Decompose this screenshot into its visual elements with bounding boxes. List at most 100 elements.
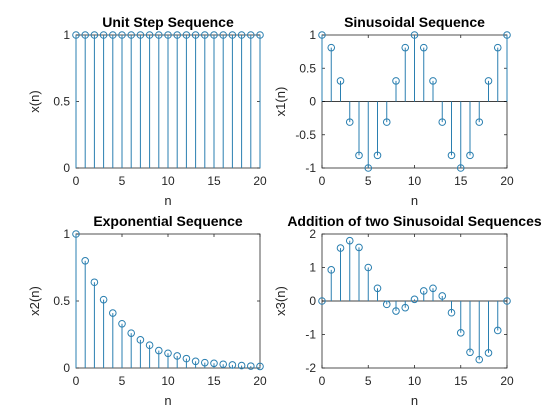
x-tick-label: 0: [73, 174, 80, 188]
stem-marker: [364, 263, 373, 272]
stem-marker: [191, 31, 200, 39]
stem-marker: [355, 151, 363, 160]
stem-marker: [336, 244, 345, 252]
x-axis-label: n: [164, 193, 171, 208]
stem-marker: [155, 346, 163, 355]
stem-marker: [173, 352, 181, 360]
stem-marker: [318, 31, 326, 39]
stem-marker: [164, 349, 172, 358]
x-axis-label: n: [164, 393, 171, 408]
x-tick-label: 20: [500, 374, 514, 388]
stem-marker: [503, 297, 511, 305]
x-tick-label: 0: [73, 374, 80, 388]
stem-marker: [210, 31, 218, 39]
y-tick-label: -0.5: [295, 128, 316, 142]
x-axis-label: n: [411, 193, 418, 208]
stem-marker: [219, 360, 227, 369]
stem-marker: [429, 77, 437, 85]
stem-marker: [392, 307, 400, 315]
y-tick-label: -1: [305, 161, 316, 175]
stem-marker: [173, 31, 181, 39]
x-tick-label: 10: [408, 174, 422, 188]
stem-marker: [327, 266, 336, 274]
x-tick-label: 10: [161, 174, 175, 188]
x-tick-label: 15: [207, 374, 221, 388]
stem-marker: [456, 329, 465, 337]
stem-marker: [109, 31, 117, 39]
y-tick-label: -1: [305, 328, 316, 342]
stem-marker: [164, 31, 172, 39]
x-tick-label: 15: [454, 374, 468, 388]
stem-marker: [484, 349, 493, 357]
stem-marker: [99, 295, 108, 304]
stem-marker: [210, 359, 218, 368]
stem-marker: [475, 355, 484, 364]
stem-marker: [327, 43, 336, 52]
y-tick-label: 1: [309, 261, 316, 275]
stem-marker: [419, 287, 428, 295]
stem-marker: [256, 362, 264, 371]
y-tick-label: 1: [309, 28, 316, 42]
stem-marker: [145, 341, 154, 350]
stem-marker: [456, 164, 465, 172]
stem-marker: [410, 31, 419, 39]
stem-marker: [118, 319, 126, 328]
stem-marker: [72, 230, 80, 238]
y-tick-label: 0: [63, 361, 70, 375]
stem-marker: [118, 31, 126, 39]
stem-marker: [493, 326, 502, 335]
stem-marker: [345, 236, 354, 245]
stem-marker: [219, 31, 227, 39]
chart-title: Sinusoidal Sequence: [344, 14, 485, 30]
stem-marker: [438, 292, 447, 300]
x-tick-label: 20: [500, 174, 514, 188]
stem-marker: [373, 151, 382, 160]
y-tick-label: 0: [309, 95, 316, 109]
y-axis-label: x1(n): [273, 87, 288, 117]
stem-marker: [247, 31, 255, 39]
x-tick-label: 0: [319, 174, 326, 188]
stem-marker: [127, 31, 135, 39]
stem-marker: [345, 118, 354, 126]
stem-marker: [382, 118, 391, 126]
x-tick-label: 0: [319, 374, 326, 388]
stem-marker: [237, 31, 246, 39]
x-tick-label: 20: [253, 374, 267, 388]
stem-marker: [136, 31, 145, 39]
subplot-1: 0 5 10 15 20 0 0.5 1 Unit Step Sequence n x(n): [27, 14, 267, 208]
y-tick-label: 0: [309, 294, 316, 308]
stem-marker: [401, 43, 410, 52]
x-tick-label: 5: [365, 374, 372, 388]
stem-marker: [484, 77, 493, 85]
stem-marker: [109, 309, 117, 317]
stem-marker: [256, 31, 264, 39]
stem-marker: [401, 303, 410, 312]
stem-marker: [438, 118, 447, 126]
stem-marker: [136, 336, 145, 344]
chart-title: Unit Step Sequence: [102, 14, 234, 30]
subplot-3: 0 5 10 15 20 0 0.5 1 Exponential Sequence n x2(n): [27, 213, 267, 408]
y-tick-label: 2: [309, 227, 316, 241]
stem-marker: [419, 43, 428, 52]
stem-marker: [228, 31, 237, 39]
x-tick-label: 5: [365, 174, 372, 188]
y-axis-label: x3(n): [273, 286, 288, 316]
stem-marker: [182, 354, 191, 363]
x-tick-label: 10: [161, 374, 175, 388]
x-tick-label: 15: [207, 174, 221, 188]
stem-marker: [493, 43, 502, 52]
stem-marker: [72, 31, 80, 39]
x-tick-label: 10: [408, 374, 422, 388]
y-tick-label: 0.5: [53, 294, 70, 308]
chart-title: Addition of two Sinusoidal Sequences: [287, 213, 542, 229]
stem-marker: [410, 295, 419, 304]
x-axis-label: n: [411, 393, 418, 408]
x-tick-label: 20: [253, 174, 267, 188]
stem-marker: [145, 31, 154, 39]
stem-marker: [201, 31, 209, 39]
stem-marker: [191, 357, 200, 366]
stem-marker: [373, 284, 382, 293]
stem-marker: [475, 118, 484, 126]
